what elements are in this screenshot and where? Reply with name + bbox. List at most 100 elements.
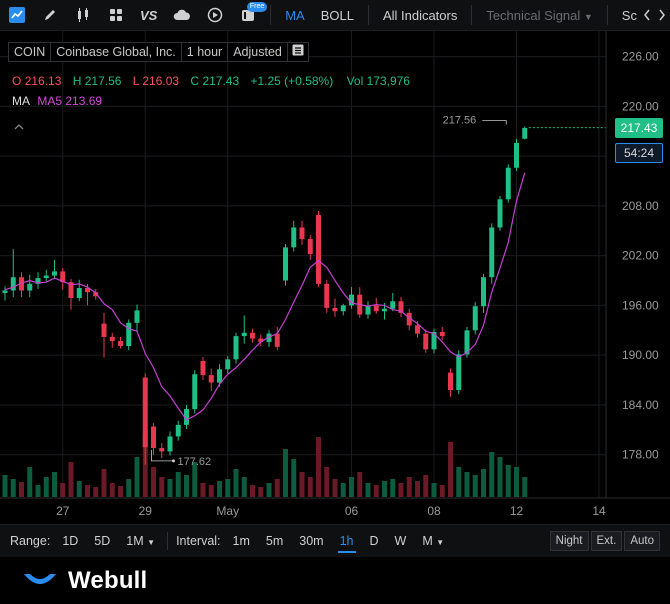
low-label: L (132, 74, 140, 88)
interval-d[interactable]: D (369, 534, 379, 548)
volume-bar (398, 483, 404, 497)
volume-bar (101, 469, 107, 497)
volume-bar (175, 472, 181, 497)
candle-body (406, 312, 412, 326)
collapse-chevron-icon[interactable] (14, 118, 24, 136)
candle-body (60, 271, 66, 283)
candle-body (307, 239, 313, 254)
tab-ma[interactable]: MA (285, 7, 305, 23)
volume-bar (349, 477, 354, 497)
symbol-info-bar: COIN Coinbase Global, Inc. 1 hour Adjust… (8, 42, 309, 62)
interval-30m[interactable]: 30m (299, 534, 324, 548)
interval-w[interactable]: W (394, 534, 407, 548)
x-tick-label: May (216, 504, 239, 518)
candle-body (398, 301, 404, 313)
volume-bar (332, 479, 338, 497)
volume-bar (184, 475, 189, 497)
range-1d[interactable]: 1D (62, 534, 79, 548)
free-badge: Free (246, 1, 268, 12)
volume-bar (266, 483, 272, 497)
volume-value: 173,976 (366, 74, 410, 88)
candle-body (43, 275, 49, 279)
draw-pencil-icon[interactable] (33, 0, 66, 31)
ma-readout[interactable]: MA MA5 213.69 (12, 94, 102, 108)
interval-1m[interactable]: 1m (232, 534, 250, 548)
candle-body (489, 227, 495, 278)
ma5-line (4, 172, 526, 421)
low-marker-line (151, 449, 174, 462)
layout-grid-icon[interactable] (99, 0, 132, 31)
chart-type-icon[interactable] (0, 0, 33, 31)
high-label: H (72, 74, 82, 88)
change-value: +1.25 (+0.58%) (250, 74, 334, 88)
volume-bar (390, 479, 396, 497)
low-value: 216.03 (142, 74, 180, 88)
volume-bar (373, 485, 379, 497)
volume-bar (85, 485, 90, 497)
scroll-left-icon[interactable] (639, 0, 655, 31)
interval-m[interactable]: M ▼ (414, 525, 452, 557)
candle-body (274, 333, 280, 347)
extended-hours-button[interactable]: Ext. (590, 531, 623, 551)
volume-bar (456, 467, 462, 497)
candle-body (349, 294, 354, 306)
candle-body (456, 354, 462, 391)
interval-label[interactable]: 1 hour (182, 43, 229, 61)
chart-toolbar: VS Free MA BOLL All Indicators Technical… (0, 0, 670, 31)
adjust-label[interactable]: Adjusted (228, 43, 288, 61)
symbol-ticker[interactable]: COIN (9, 43, 52, 61)
candle-body (225, 359, 231, 370)
cloud-icon[interactable] (165, 0, 198, 31)
candle-body (365, 305, 371, 315)
scroll-right-icon[interactable] (655, 0, 670, 31)
replay-icon[interactable] (198, 0, 231, 31)
candle-body (324, 283, 330, 308)
candle-body (283, 247, 288, 281)
volume-bar (109, 483, 115, 497)
candle-body (373, 305, 379, 312)
x-tick-label: 12 (510, 504, 524, 518)
volume-bar (316, 437, 321, 497)
ohlc-readout: O 216.13 H 217.56 L 216.03 C 217.43 +1.2… (12, 74, 410, 88)
y-tick-label: 184.00 (622, 398, 659, 412)
range-1m[interactable]: 1M ▼ (118, 525, 163, 557)
compare-vs-icon[interactable]: VS (132, 0, 165, 31)
tab-all-indicators[interactable]: All Indicators (382, 7, 458, 23)
candle-body (258, 338, 264, 342)
volume-bar (481, 469, 486, 497)
candle-body (415, 325, 420, 334)
y-tick-label: 202.00 (622, 249, 659, 263)
tab-sc[interactable]: Sc (621, 7, 637, 23)
candle-body (101, 323, 107, 337)
range-5d[interactable]: 5D (94, 534, 111, 548)
interval-5m[interactable]: 5m (265, 534, 284, 548)
volume-bar (448, 442, 453, 497)
night-session-button[interactable]: Night (549, 531, 589, 551)
candle-body (167, 436, 173, 452)
candle-body (118, 341, 123, 347)
close-value: 217.43 (202, 74, 240, 88)
tab-technical-signal[interactable]: Technical Signal ▼ (478, 0, 601, 31)
y-tick-label: 190.00 (622, 348, 659, 362)
volume-bar (522, 477, 528, 497)
volume-bar (167, 479, 173, 497)
high-marker-label: 217.56 (443, 115, 477, 127)
volume-bar (10, 479, 16, 497)
x-tick-label: 29 (139, 504, 153, 518)
candle-body (93, 292, 99, 297)
volume-bar (19, 482, 24, 497)
candle-style-icon[interactable] (66, 0, 99, 31)
company-name: Coinbase Global, Inc. (51, 43, 182, 61)
auto-scale-button[interactable]: Auto (624, 531, 660, 551)
countdown-tag: 54:24 (615, 142, 663, 163)
premium-chart-icon[interactable]: Free (231, 0, 268, 31)
interval-1h[interactable]: 1h (332, 525, 362, 557)
candle-body (233, 336, 239, 360)
volume-bar (52, 472, 57, 497)
menu-icon[interactable] (288, 43, 308, 61)
tab-boll[interactable]: BOLL (320, 7, 354, 23)
y-tick-label: 208.00 (622, 199, 659, 213)
volume-bar (299, 472, 305, 497)
volume-bar (406, 477, 412, 497)
candle-body (340, 305, 346, 312)
